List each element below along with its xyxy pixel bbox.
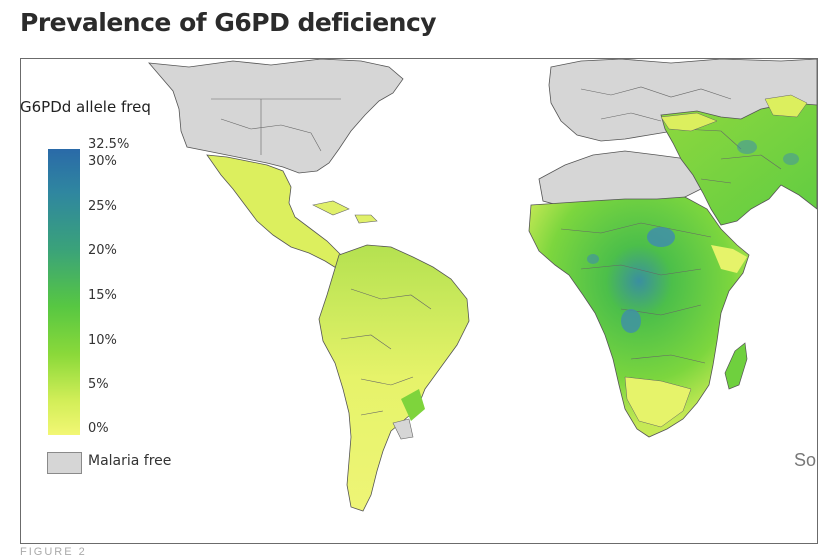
middle-east (660, 102, 817, 226)
legend-color-bar (48, 149, 80, 435)
source-label: So (793, 450, 816, 470)
legend-tick-15: 15% (88, 288, 117, 303)
south-america (318, 244, 470, 512)
world-map (148, 59, 817, 512)
page-title: Prevalence of G6PD deficiency (20, 8, 437, 37)
legend-tick-20: 20% (88, 243, 117, 258)
legend-tick-30: 30% (88, 154, 117, 169)
madagascar (724, 342, 748, 390)
malaria-free-label: Malaria free (88, 453, 172, 469)
legend-tick-5: 5% (88, 377, 109, 392)
map-frame (20, 58, 818, 544)
north-america (148, 59, 404, 174)
legend-tick-25: 25% (88, 199, 117, 214)
figure-caption: FIGURE 2 (20, 546, 87, 558)
malaria-free-swatch (47, 452, 82, 474)
legend-tick-10: 10% (88, 333, 117, 348)
legend-max-label: 32.5% (88, 137, 130, 152)
legend-tick-0: 0% (88, 421, 109, 436)
legend-title: G6PDd allele freq (20, 98, 151, 116)
